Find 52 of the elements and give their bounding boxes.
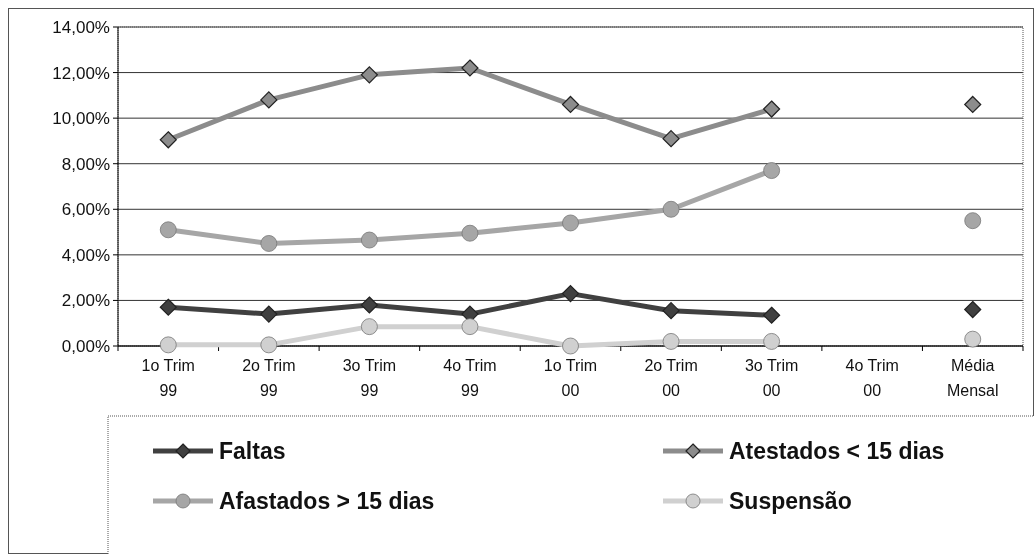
point — [461, 59, 479, 77]
point — [260, 91, 278, 109]
point — [461, 318, 479, 336]
y-tick-label: 6,00% — [61, 200, 110, 220]
point — [360, 296, 378, 314]
y-tick-label: 14,00% — [52, 17, 110, 37]
point — [662, 200, 680, 218]
y-tick-label: 8,00% — [61, 154, 110, 174]
point — [360, 66, 378, 84]
point — [662, 333, 680, 350]
point — [964, 95, 982, 114]
point — [159, 336, 177, 354]
point — [662, 130, 680, 148]
point — [763, 306, 781, 324]
y-tick-label: 2,00% — [61, 291, 110, 311]
point — [964, 300, 982, 319]
point — [561, 95, 580, 114]
legend-label: Faltas — [219, 438, 286, 465]
point — [360, 231, 378, 249]
y-tick-label: 4,00% — [61, 245, 110, 265]
point — [360, 318, 378, 336]
x-tick-label: 1o Trim 99 — [141, 357, 195, 399]
x-tick-label: 4o Trim 99 — [443, 357, 497, 399]
x-tick-label: 2o Trim 99 — [242, 357, 296, 399]
x-tick-label: 1o Trim 00 — [543, 357, 598, 399]
point — [964, 212, 982, 230]
x-tick-label: 3o Trim 99 — [342, 357, 397, 399]
x-tick-label: 4o Trim 00 — [845, 357, 899, 399]
legend-label: Atestados < 15 dias — [729, 438, 945, 465]
point — [763, 333, 781, 350]
legend-label: Suspensão — [729, 488, 852, 515]
y-tick-label: 12,00% — [52, 63, 110, 83]
x-tick-label: 3o Trim 00 — [744, 357, 799, 399]
point — [562, 214, 579, 232]
point — [260, 336, 278, 354]
point — [763, 162, 781, 179]
point — [562, 337, 579, 355]
x-tick-label: 2o Trim 00 — [644, 357, 698, 399]
point — [461, 224, 479, 242]
y-tick-label: 10,00% — [52, 109, 110, 129]
point — [159, 298, 177, 316]
legend-label: Afastados > 15 dias — [219, 488, 435, 515]
point — [159, 221, 177, 239]
point — [260, 305, 278, 323]
point — [159, 131, 177, 149]
point — [964, 330, 982, 348]
point — [763, 100, 781, 118]
x-tick-label: Média Mensal — [946, 357, 999, 399]
point — [561, 284, 580, 303]
y-tick-label: 0,00% — [61, 336, 110, 356]
point — [260, 235, 278, 252]
point — [662, 302, 680, 320]
